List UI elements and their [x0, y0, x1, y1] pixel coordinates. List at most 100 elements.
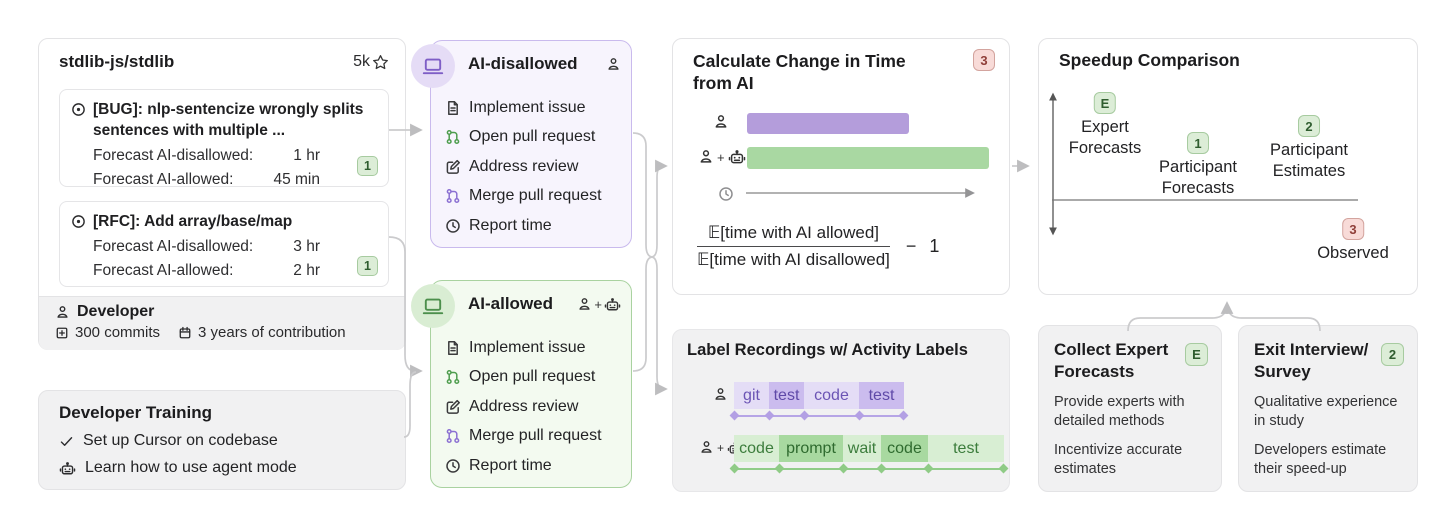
step-label: Open pull request	[469, 368, 596, 386]
edit-icon	[445, 399, 461, 415]
check-icon	[59, 434, 74, 449]
issue-card-bug: [BUG]: nlp-sentencize wrongly splits sen…	[59, 89, 389, 188]
developer-title: Developer	[77, 303, 155, 320]
laptop-icon	[421, 54, 445, 78]
speedup-formula: 𝔼[time with AI allowed] 𝔼[time with AI d…	[697, 223, 943, 270]
connector-disallowed-merge	[632, 132, 653, 258]
star-count: 5k	[353, 53, 370, 70]
robot-icon	[604, 297, 621, 312]
activity-segment: code	[734, 435, 779, 462]
commits-text: 300 commits	[75, 324, 161, 341]
arrow-merge-to-labels	[651, 256, 668, 396]
expert-card-text: Incentivize accurate estimates	[1054, 442, 1183, 477]
forecast-value: 3 hr	[293, 238, 320, 255]
exit-card-text: Qualitative experience in study	[1254, 394, 1398, 429]
actor-icons	[606, 57, 621, 72]
activity-segment: code	[881, 435, 928, 462]
laptop-badge	[411, 44, 455, 88]
observed-point: 3 Observed	[1317, 218, 1389, 264]
speedup-title: Speedup Comparison	[1059, 50, 1240, 70]
time-axis-clock	[718, 186, 734, 202]
repo-title: stdlib-js/stdlib	[59, 52, 175, 71]
ai-disallowed-card: AI-disallowed Implement issue Open pull …	[411, 40, 632, 248]
point-badge: 1	[1187, 132, 1209, 154]
training-item: Set up Cursor on codebase	[59, 432, 389, 450]
person-icon	[577, 297, 592, 312]
exit-card-text: Developers estimate their speed-up	[1254, 442, 1387, 477]
point-label: Participant	[1159, 158, 1237, 176]
step-label: Implement issue	[469, 338, 586, 356]
merge-pull-request-icon	[445, 428, 461, 444]
ai-activity-track: code prompt wait code test	[734, 435, 1004, 462]
training-card: Developer Training Set up Cursor on code…	[38, 390, 406, 490]
expert-badge: E	[1185, 343, 1208, 366]
human-activity-track: git test code test	[734, 382, 904, 409]
laptop-badge	[411, 284, 455, 328]
plus-square-icon	[55, 326, 69, 340]
forecast-label: Forecast AI-disallowed:	[93, 238, 254, 255]
forecast-row: Forecast AI-allowed: 45 min	[93, 169, 320, 191]
activity-segment: test	[859, 382, 904, 409]
human-actor	[713, 114, 729, 130]
calc-title: Calculate Change in Time from AI	[693, 51, 906, 93]
forecast-row: Forecast AI-disallowed: 1 hr	[93, 145, 320, 167]
forecast-row: Forecast AI-disallowed: 3 hr	[93, 236, 320, 258]
ai-disallowed-title: AI-disallowed	[468, 54, 578, 73]
speedup-panel: Speedup Comparison E Expert Forecasts 1 P…	[1038, 38, 1418, 295]
laptop-icon	[421, 294, 445, 318]
calc-change-panel: Calculate Change in Time from AI 3 + 𝔼[t…	[672, 38, 1010, 295]
clock-icon	[445, 458, 461, 474]
activity-segment: test	[769, 382, 804, 409]
formula-fraction: 𝔼[time with AI allowed] 𝔼[time with AI d…	[697, 223, 890, 270]
training-item-text: Set up Cursor on codebase	[83, 432, 278, 449]
label-panel-title: Label Recordings w/ Activity Labels	[687, 341, 968, 359]
calendar-icon	[178, 326, 192, 340]
actor-icons: +	[577, 297, 621, 312]
participant-forecasts-point: 1 Participant Forecasts	[1159, 132, 1237, 199]
expert-card-title: Collect Expert Forecasts	[1054, 340, 1169, 381]
ai-allowed-time-bar	[747, 147, 989, 169]
ai-timeline	[729, 463, 1009, 474]
step-3-badge: 3	[973, 49, 995, 71]
label-recordings-panel: Label Recordings w/ Activity Labels git …	[672, 329, 1010, 492]
plus-sign: +	[717, 440, 725, 455]
step-label: Report time	[469, 216, 552, 234]
issue-open-icon	[71, 214, 86, 229]
issue-card-rfc: [RFC]: Add array/base/map Forecast AI-di…	[59, 201, 389, 287]
ai-allowed-card: AI-allowed + Implement issue Open pull r…	[411, 280, 632, 488]
forecast-value: 1 hr	[293, 147, 320, 164]
point-badge: E	[1094, 92, 1116, 114]
exit-interview-card: Exit Interview/ Survey 2 Qualitative exp…	[1238, 325, 1418, 492]
forecast-value: 2 hr	[293, 262, 320, 279]
person-icon	[699, 440, 714, 455]
forecast-row: Forecast AI-allowed: 2 hr	[93, 260, 320, 282]
step-label: Address review	[469, 397, 579, 415]
point-label: Participant	[1270, 141, 1348, 159]
plus-sign: +	[594, 296, 602, 312]
activity-segment: wait	[843, 435, 881, 462]
step-label: Merge pull request	[469, 427, 602, 445]
expert-forecasts-point: E Expert Forecasts	[1069, 92, 1141, 159]
issue-title: [BUG]: nlp-sentencize wrongly splits sen…	[93, 101, 364, 139]
plus-sign: +	[717, 149, 725, 165]
training-item: Learn how to use agent mode	[59, 459, 389, 477]
formula-numerator: 𝔼[time with AI allowed]	[697, 223, 890, 247]
step-label: Merge pull request	[469, 187, 602, 205]
point-label: Expert	[1081, 118, 1129, 136]
point-label: Observed	[1317, 244, 1389, 262]
expert-card-text: Provide experts with detailed methods	[1054, 394, 1185, 429]
task-steps: Implement issue Open pull request Addres…	[445, 93, 623, 241]
formula-suffix: − 1	[905, 236, 944, 256]
human-ai-actor: +	[698, 149, 746, 165]
edit-icon	[445, 159, 461, 175]
person-icon	[713, 387, 728, 402]
contribution-stat: 3 years of contribution	[178, 324, 346, 341]
clock-icon	[445, 218, 461, 234]
issue-title: [RFC]: Add array/base/map	[93, 213, 293, 230]
clock-icon	[718, 186, 734, 202]
expert-forecasts-card: Collect Expert Forecasts E Provide exper…	[1038, 325, 1222, 492]
repo-stars: 5k	[353, 53, 389, 71]
training-title: Developer Training	[59, 403, 213, 422]
repo-card: stdlib-js/stdlib 5k [BUG]: nlp-sentenciz…	[38, 38, 406, 350]
